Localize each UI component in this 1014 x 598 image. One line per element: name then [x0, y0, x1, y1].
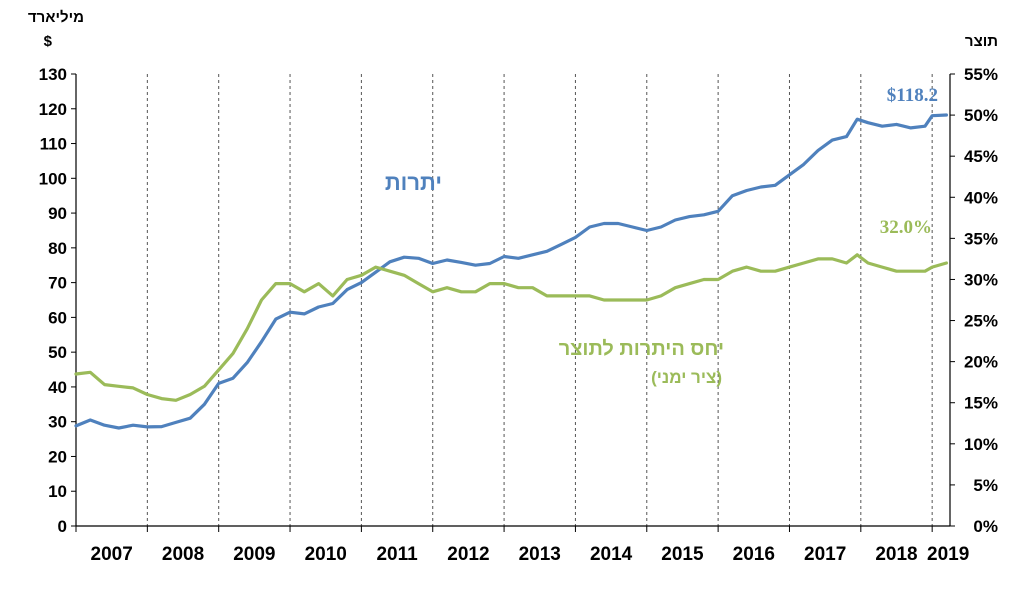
left-axis-title-line2: $	[44, 33, 53, 50]
x-tick-label-2017: 2017	[804, 544, 846, 565]
x-tick-label-2019: 2019	[927, 544, 969, 565]
right-tick-label: 15%	[964, 394, 998, 413]
left-tick-label: 110	[40, 135, 67, 154]
series-lines	[74, 113, 948, 430]
right-tick-label: 45%	[964, 147, 998, 166]
left-tick-label: 0	[58, 517, 67, 536]
x-tick-label-2010: 2010	[305, 544, 347, 565]
reserves-line	[74, 113, 948, 430]
right-tick-label: 35%	[964, 229, 998, 248]
right-tick-label: 25%	[964, 312, 998, 331]
left-tick-label: 70	[48, 274, 67, 293]
x-tick-label-2007: 2007	[91, 544, 133, 565]
x-tick-label-2012: 2012	[447, 544, 489, 565]
left-axis-title-line1: מיליארד	[28, 9, 84, 26]
left-tick-label: 90	[48, 204, 67, 223]
left-tick-label: 10	[48, 482, 67, 501]
right-tick-label: 40%	[964, 188, 998, 207]
ratio-series-label: יחס היתרות לתוצר	[559, 338, 724, 360]
plot-frame	[75, 74, 951, 527]
x-tick-label-2015: 2015	[661, 544, 704, 565]
right-tick-label: 5%	[973, 476, 998, 495]
left-tick-label: 40	[48, 378, 67, 397]
reserves-series-label: יתרות	[385, 170, 442, 195]
x-tick-label-2009: 2009	[233, 544, 275, 565]
right-tick-label: 30%	[964, 270, 998, 289]
left-tick-label: 60	[48, 308, 67, 327]
left-tick-label: 50	[48, 343, 67, 362]
left-tick-label: 100	[39, 169, 67, 188]
right-tick-label: 55%	[964, 65, 998, 84]
left-tick-label: 20	[48, 447, 67, 466]
left-tick-label: 120	[39, 100, 67, 119]
reserves-last-value: $118.2	[887, 85, 938, 106]
right-tick-label: 20%	[964, 353, 998, 372]
x-tick-label-2013: 2013	[519, 544, 561, 565]
x-axis-year-labels: 2007 2008 2009 2010 2011 2012 2013 2014 2015 2016…	[75, 526, 969, 565]
right-axis-title: תוצר	[965, 33, 998, 50]
right-axis-ticks: 0% 5% 10% 15% 20% 25% 30% 35% 40% 45% 50% 55%	[950, 65, 998, 536]
x-tick-label-2016: 2016	[733, 544, 775, 565]
vertical-gridlines	[146, 74, 933, 526]
reserves-to-gdp-line	[74, 253, 948, 402]
x-tick-label-2011: 2011	[376, 544, 418, 565]
x-tick-label-2014: 2014	[590, 544, 633, 565]
left-tick-label: 30	[48, 413, 67, 432]
right-tick-label: 10%	[964, 435, 998, 454]
right-tick-label: 0%	[973, 517, 998, 536]
left-tick-label: 130	[39, 65, 67, 84]
left-tick-label: 80	[48, 239, 67, 258]
ratio-axis-note: (ציר ימני)	[651, 368, 722, 387]
x-tick-label-2008: 2008	[162, 544, 204, 565]
x-tick-label-2018: 2018	[875, 544, 917, 565]
left-axis-ticks: 0 10 20 30 40 50 60 70 80 90 100 110 120 130	[39, 65, 76, 536]
ratio-last-value: 32.0%	[880, 217, 932, 238]
right-tick-label: 50%	[964, 106, 998, 125]
